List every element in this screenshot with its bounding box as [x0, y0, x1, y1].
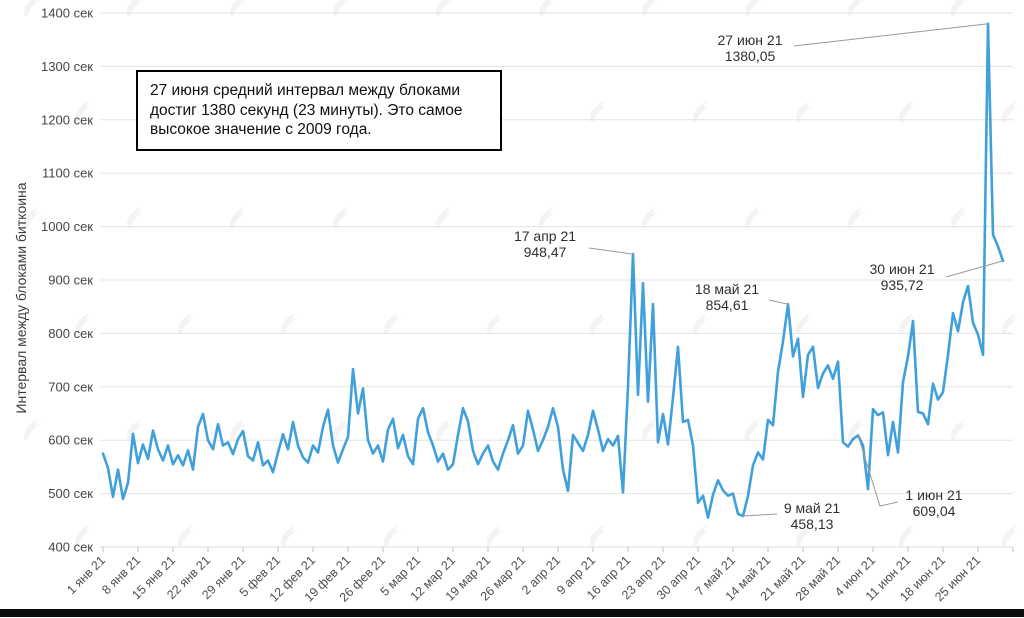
forklog-watermark-icon [951, 419, 968, 440]
forklog-watermark-icon [745, 419, 762, 440]
forklog-watermark-icon [590, 313, 607, 334]
annotation-date-label: 17 апр 21 [514, 228, 576, 244]
y-axis-label: 1100 сек [42, 166, 93, 181]
y-axis-label: 1300 сек [41, 59, 93, 74]
forklog-watermark-icon [384, 525, 401, 546]
forklog-watermark-icon [487, 525, 504, 546]
forklog-watermark-icon [539, 207, 556, 228]
callout-text: 27 июня средний интервал между блоками д… [150, 82, 463, 139]
forklog-watermark-icon [590, 525, 607, 546]
grid-layer [100, 12, 1013, 548]
forklog-watermark-icon [24, 419, 41, 440]
forklog-watermark-icon [796, 101, 813, 122]
callout-box: 27 июня средний интервал между блоками д… [136, 70, 502, 151]
forklog-watermark-icon [590, 101, 607, 122]
y-axis-label: 900 сек [48, 273, 93, 288]
data-series-line [101, 22, 1005, 519]
annotation-leader-line [742, 513, 778, 517]
forklog-watermark-icon [1002, 525, 1019, 546]
y-axis-label: 400 сек [48, 540, 93, 555]
y-axis-label: 1200 сек [41, 112, 93, 127]
annotation-date-label: 18 май 21 [695, 281, 759, 297]
y-axis-label: 1400 сек [41, 6, 93, 21]
forklog-watermark-icon [178, 313, 195, 334]
footer-bar [0, 609, 1024, 617]
y-axis-label: 1000 сек [41, 219, 93, 234]
forklog-watermark-icon [1002, 101, 1019, 122]
annotation-value-label: 458,13 [791, 516, 834, 532]
forklog-watermark-icon [693, 101, 710, 122]
y-axis-title: Интервал между блоками биткоина [13, 182, 29, 413]
annotation-value-label: 609,04 [913, 503, 956, 519]
forklog-watermark-icon [693, 313, 710, 334]
y-axis-label: 700 сек [48, 379, 93, 394]
annotation-value-label: 935,72 [881, 277, 924, 293]
y-axis-label: 600 сек [48, 433, 93, 448]
forklog-watermark-icon [127, 419, 144, 440]
forklog-watermark-icon [127, 207, 144, 228]
forklog-watermark-icon [487, 313, 504, 334]
forklog-watermark-icon [384, 313, 401, 334]
forklog-watermark-icon [24, 0, 41, 16]
series-layer [101, 22, 1005, 519]
forklog-watermark-icon [333, 207, 350, 228]
annotation-date-label: 27 июн 21 [718, 32, 783, 48]
annotation-leader-line [945, 260, 1004, 278]
forklog-watermark-icon [281, 525, 298, 546]
annotation-leader-line [793, 23, 989, 47]
forklog-watermark-icon [281, 313, 298, 334]
forklog-watermark-icon [1002, 313, 1019, 334]
annotation-date-label: 1 июн 21 [905, 487, 962, 503]
annotation-leader-line [857, 435, 899, 507]
annotation-value-label: 854,61 [706, 297, 749, 313]
forklog-watermark-icon [230, 207, 247, 228]
annotation-value-label: 1380,05 [725, 48, 776, 64]
forklog-watermark-icon [693, 525, 710, 546]
forklog-watermark-icon [436, 419, 453, 440]
forklog-watermark-icon [899, 101, 916, 122]
forklog-watermark-icon [951, 207, 968, 228]
forklog-watermark-icon [796, 313, 813, 334]
forklog-watermark-icon [178, 525, 195, 546]
y-axis-label: 800 сек [48, 326, 93, 341]
y-axis-label: 500 сек [48, 486, 93, 501]
annotation-date-label: 9 май 21 [784, 500, 841, 516]
forklog-watermark-icon [642, 207, 659, 228]
annotation-date-label: 30 июн 21 [870, 261, 935, 277]
forklog-watermark-icon [436, 207, 453, 228]
annotation-value-label: 948,47 [524, 244, 567, 260]
forklog-watermark-icon [848, 207, 865, 228]
annotation-leader-line [588, 247, 634, 255]
annotation-leader-line [768, 299, 789, 305]
forklog-watermark-icon [745, 207, 762, 228]
forklog-watermark-icon [899, 525, 916, 546]
